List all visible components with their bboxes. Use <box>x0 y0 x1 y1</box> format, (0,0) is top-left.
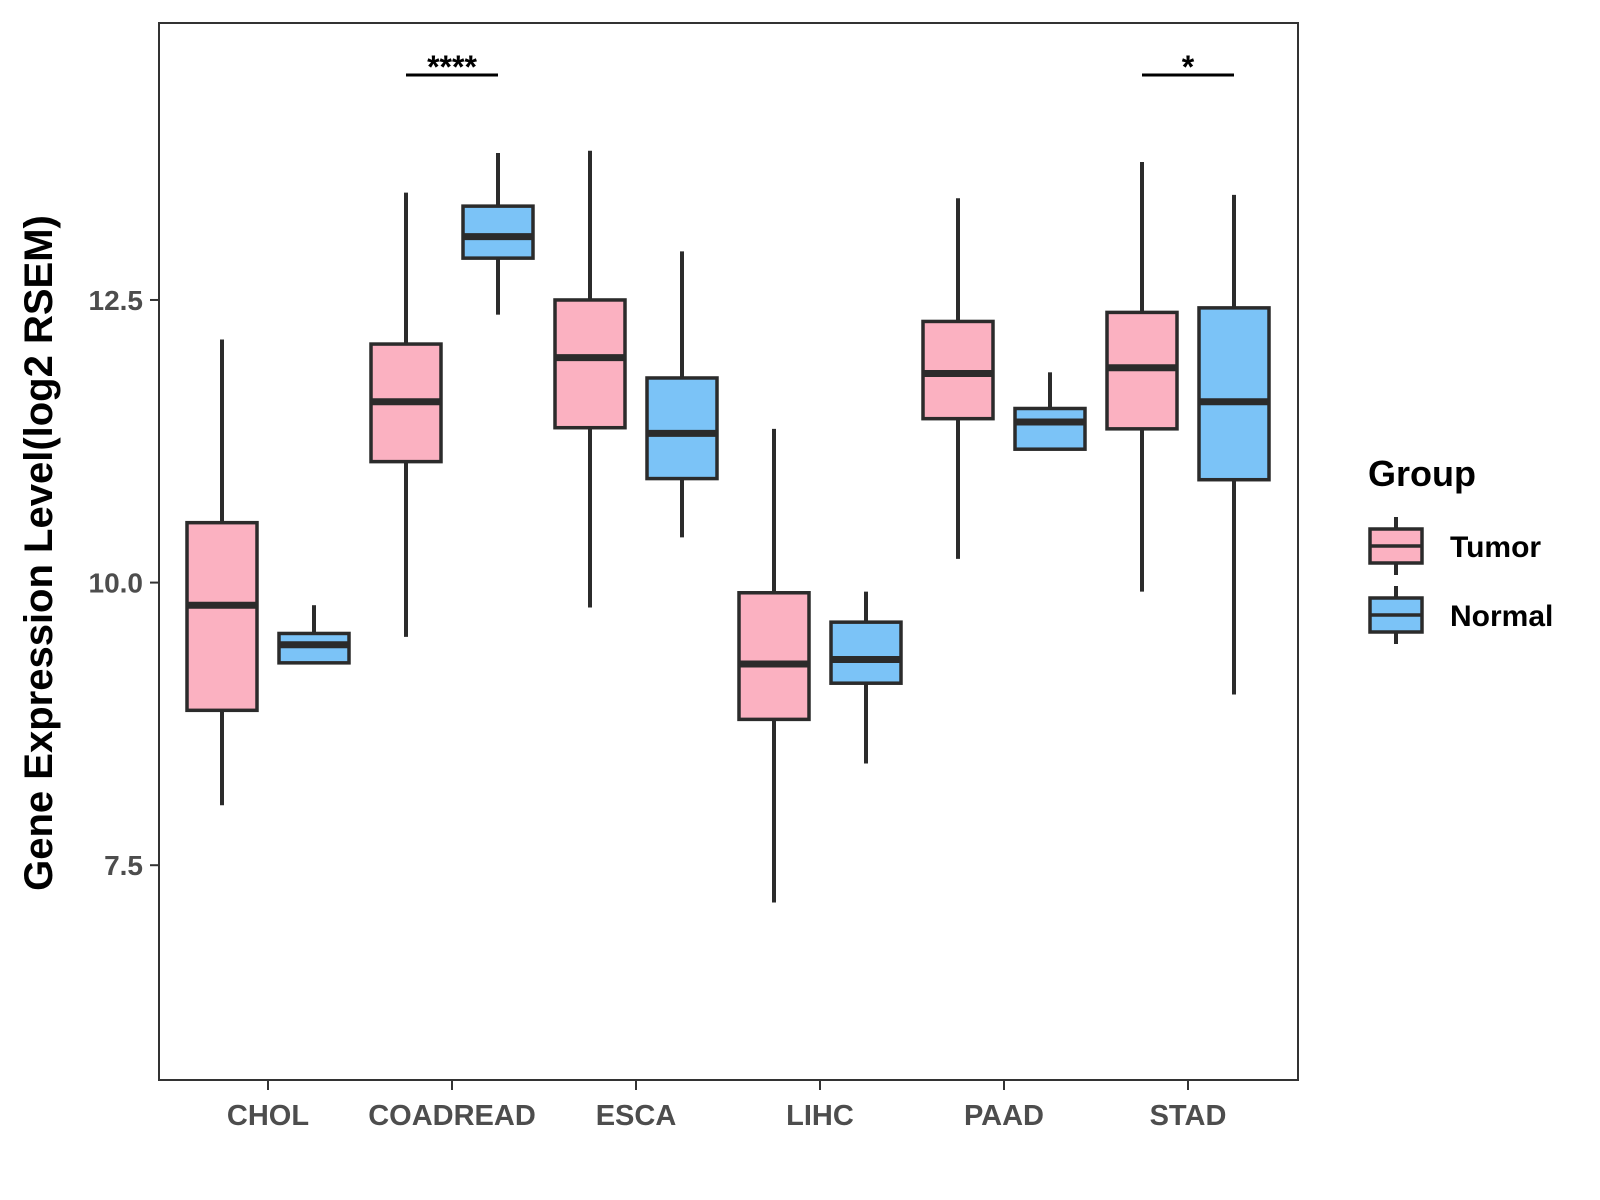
x-axis: CHOL COADREAD ESCA LIHC PAAD STAD <box>227 1080 1226 1132</box>
legend-title: Group <box>1368 453 1476 494</box>
box-iqr <box>829 620 903 685</box>
legend-items: Tumor Normal <box>1368 517 1553 644</box>
y-tick-label: 7.5 <box>104 850 143 881</box>
box-iqr <box>461 204 535 260</box>
box-normal-lihc <box>829 591 903 764</box>
x-tick-label: COADREAD <box>368 1100 536 1132</box>
box-iqr <box>1013 406 1087 451</box>
significance-label: **** <box>427 49 477 85</box>
y-axis: 7.5 10.0 12.5 <box>89 285 159 881</box>
box-normal-stad <box>1197 194 1271 695</box>
y-tick-label: 12.5 <box>89 285 144 316</box>
x-tick-label: CHOL <box>227 1100 309 1132</box>
box-tumor-lihc <box>737 428 811 903</box>
box-tumor-stad <box>1105 162 1179 592</box>
plot-panel-border <box>158 22 1299 1081</box>
legend-item-normal: Normal <box>1368 586 1553 644</box>
x-tick-label: ESCA <box>596 1100 677 1132</box>
box-normal-chol <box>277 605 351 665</box>
box-normal-coadread <box>461 153 535 315</box>
significance-label: * <box>1182 49 1195 85</box>
legend-label: Tumor <box>1450 531 1541 564</box>
x-tick-label: PAAD <box>964 1100 1044 1132</box>
box-iqr <box>553 298 627 430</box>
box-tumor-coadread <box>369 192 443 637</box>
y-tick-label: 10.0 <box>89 568 144 599</box>
y-axis-title: Gene Expression Level(log2 RSEM) <box>17 215 61 891</box>
significance-annotations: **** * <box>406 49 1234 85</box>
box-iqr <box>645 376 719 481</box>
legend: Group Tumor Normal <box>1368 453 1553 644</box>
plot-marks <box>185 150 1271 903</box>
box-normal-esca <box>645 251 719 538</box>
legend-label: Normal <box>1450 600 1553 633</box>
box-normal-paad <box>1013 372 1087 451</box>
legend-item-tumor: Tumor <box>1368 517 1541 575</box>
box-tumor-chol <box>185 339 259 806</box>
x-tick-label: STAD <box>1150 1100 1227 1132</box>
box-iqr <box>1197 306 1271 482</box>
box-tumor-paad <box>921 198 995 559</box>
box-iqr <box>185 520 259 713</box>
box-tumor-esca <box>553 150 627 608</box>
box-iqr <box>737 591 811 722</box>
x-tick-label: LIHC <box>786 1100 854 1132</box>
